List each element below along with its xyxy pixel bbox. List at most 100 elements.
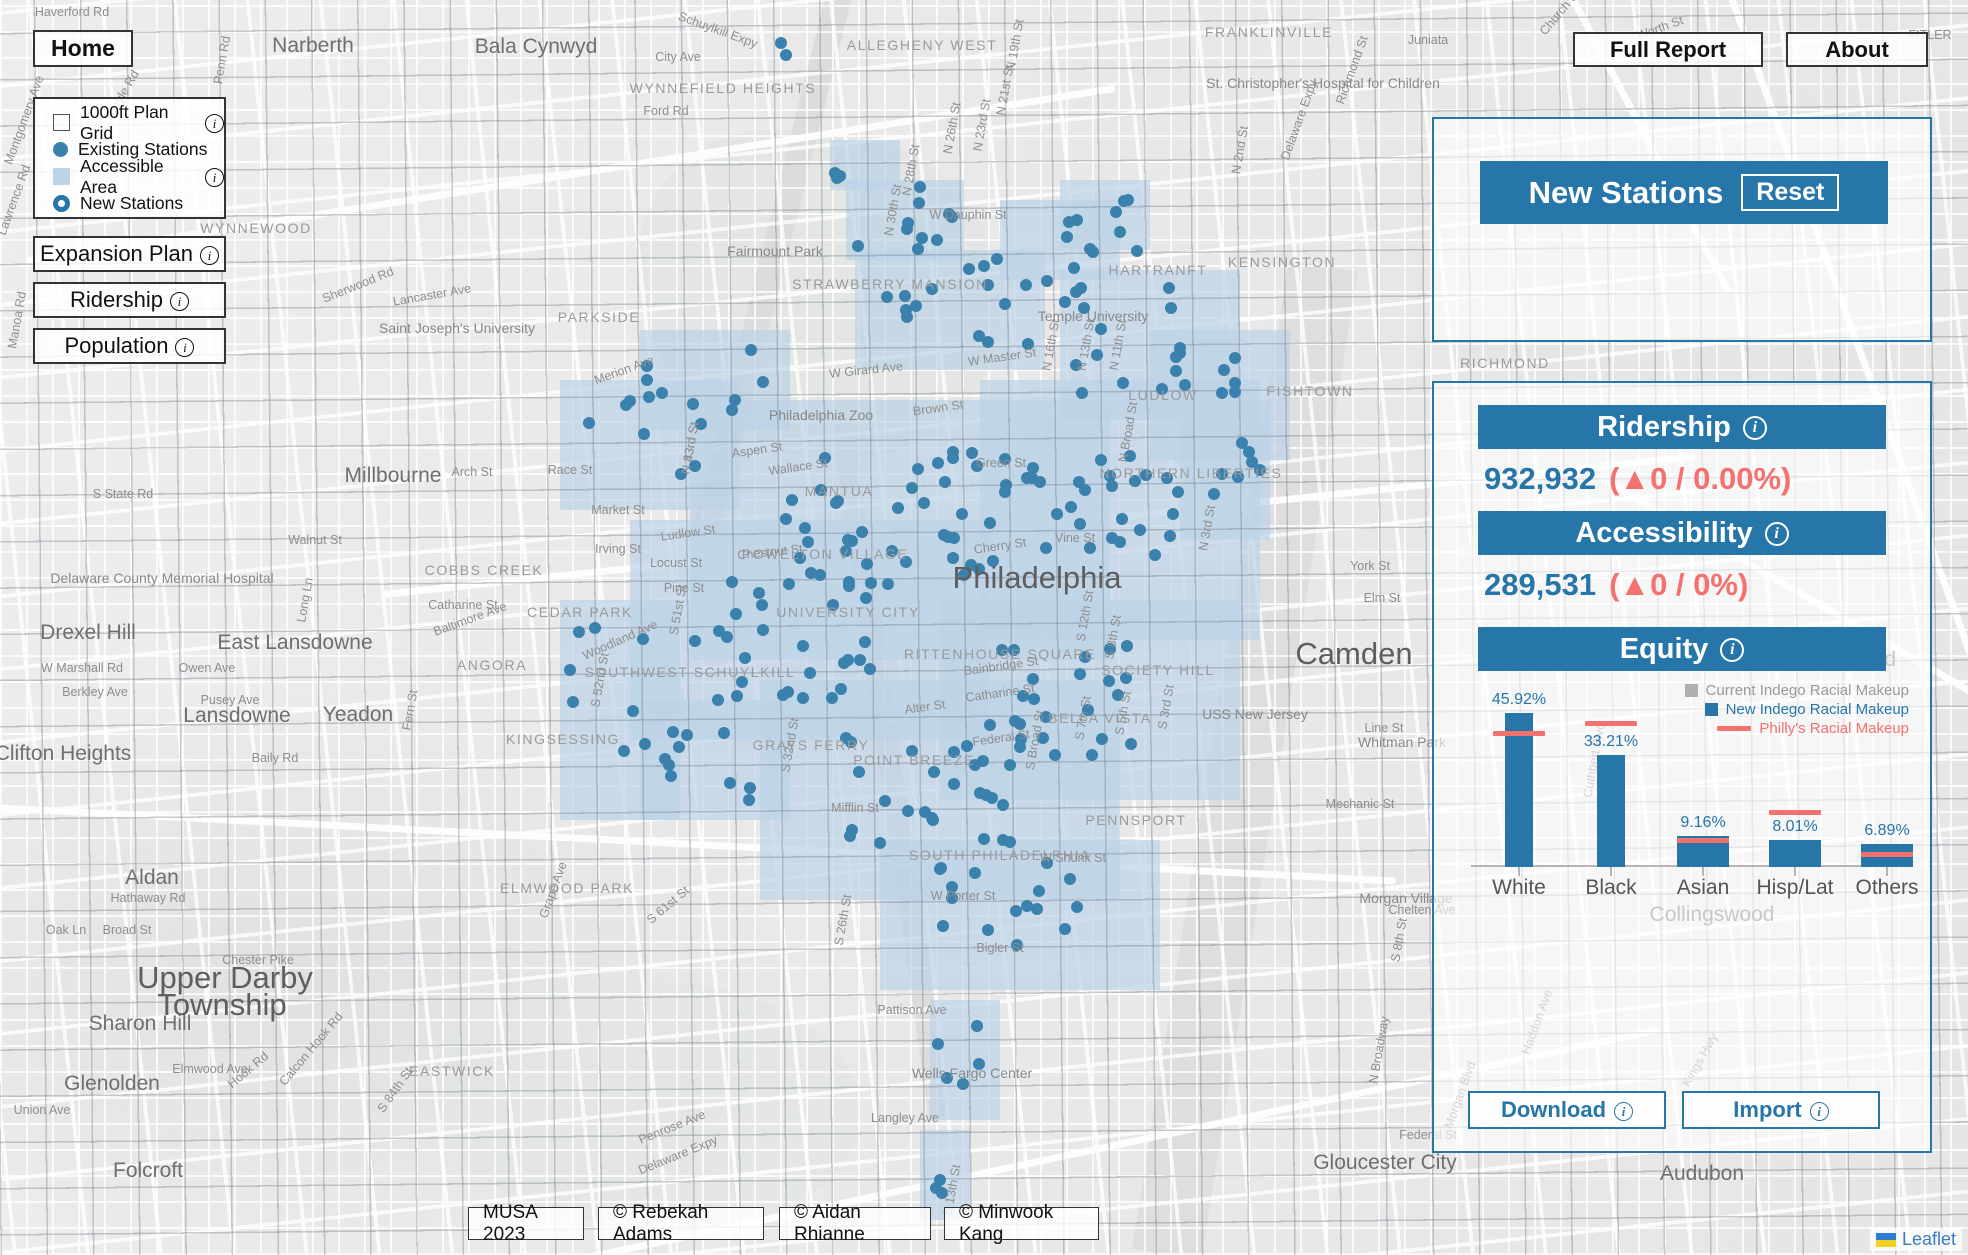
existing-station-dot[interactable]: [1229, 386, 1241, 398]
existing-station-dot[interactable]: [973, 563, 985, 575]
existing-station-dot[interactable]: [999, 298, 1011, 310]
existing-station-dot[interactable]: [1229, 352, 1241, 364]
existing-station-dot[interactable]: [567, 696, 579, 708]
existing-station-dot[interactable]: [1033, 885, 1045, 897]
import-button[interactable]: Import i: [1682, 1091, 1880, 1129]
existing-station-dot[interactable]: [982, 336, 994, 348]
existing-station-dot[interactable]: [1114, 226, 1126, 238]
existing-station-dot[interactable]: [1070, 359, 1082, 371]
existing-station-dot[interactable]: [902, 217, 914, 229]
download-button[interactable]: Download i: [1468, 1091, 1666, 1129]
existing-station-dot[interactable]: [846, 824, 858, 836]
info-icon[interactable]: i: [175, 337, 195, 357]
existing-station-dot[interactable]: [1017, 690, 1029, 702]
existing-station-dot[interactable]: [1011, 939, 1023, 951]
existing-station-dot[interactable]: [1120, 672, 1132, 684]
existing-station-dot[interactable]: [1022, 338, 1034, 350]
existing-station-dot[interactable]: [900, 556, 912, 568]
existing-station-dot[interactable]: [783, 578, 795, 590]
existing-station-dot[interactable]: [643, 391, 655, 403]
existing-station-dot[interactable]: [1104, 470, 1116, 482]
existing-station-dot[interactable]: [991, 253, 1003, 265]
info-icon[interactable]: i: [205, 168, 224, 187]
existing-station-dot[interactable]: [1014, 718, 1026, 730]
existing-station-dot[interactable]: [852, 240, 864, 252]
existing-station-dot[interactable]: [842, 534, 854, 546]
existing-station-dot[interactable]: [1091, 349, 1103, 361]
existing-station-dot[interactable]: [656, 387, 668, 399]
existing-station-dot[interactable]: [775, 37, 787, 49]
existing-station-dot[interactable]: [986, 792, 998, 804]
existing-station-dot[interactable]: [1070, 286, 1082, 298]
existing-station-dot[interactable]: [794, 552, 806, 564]
existing-station-dot[interactable]: [1161, 472, 1173, 484]
existing-station-dot[interactable]: [916, 232, 928, 244]
credit-musa[interactable]: MUSA 2023: [468, 1202, 584, 1245]
existing-station-dot[interactable]: [997, 799, 1009, 811]
existing-station-dot[interactable]: [1084, 542, 1096, 554]
existing-station-dot[interactable]: [1020, 279, 1032, 291]
existing-station-dot[interactable]: [1163, 282, 1175, 294]
existing-station-dot[interactable]: [712, 694, 724, 706]
existing-station-dot[interactable]: [1232, 471, 1244, 483]
existing-station-dot[interactable]: [1071, 901, 1083, 913]
existing-station-dot[interactable]: [947, 452, 959, 464]
existing-station-dot[interactable]: [838, 657, 850, 669]
existing-station-dot[interactable]: [665, 770, 677, 782]
existing-station-dot[interactable]: [1121, 640, 1133, 652]
existing-station-dot[interactable]: [744, 782, 756, 794]
chart-bar[interactable]: [1597, 755, 1625, 867]
existing-station-dot[interactable]: [934, 1174, 946, 1186]
existing-station-dot[interactable]: [832, 495, 844, 507]
existing-station-dot[interactable]: [780, 513, 792, 525]
existing-station-dot[interactable]: [969, 759, 981, 771]
existing-station-dot[interactable]: [946, 892, 958, 904]
existing-station-dot[interactable]: [1049, 749, 1061, 761]
existing-station-dot[interactable]: [805, 567, 817, 579]
existing-station-dot[interactable]: [620, 399, 632, 411]
existing-station-dot[interactable]: [861, 558, 873, 570]
existing-station-dot[interactable]: [860, 592, 872, 604]
existing-station-dot[interactable]: [999, 453, 1011, 465]
existing-station-dot[interactable]: [1059, 296, 1071, 308]
existing-station-dot[interactable]: [1041, 857, 1053, 869]
existing-station-dot[interactable]: [1082, 704, 1094, 716]
existing-station-dot[interactable]: [799, 522, 811, 534]
existing-station-dot[interactable]: [928, 766, 940, 778]
existing-station-dot[interactable]: [721, 631, 733, 643]
existing-station-dot[interactable]: [780, 49, 792, 61]
existing-station-dot[interactable]: [1073, 476, 1085, 488]
existing-station-dot[interactable]: [695, 418, 707, 430]
existing-station-dot[interactable]: [1079, 651, 1091, 663]
existing-station-dot[interactable]: [1031, 903, 1043, 915]
existing-station-dot[interactable]: [1124, 450, 1136, 462]
existing-station-dot[interactable]: [834, 170, 846, 182]
existing-station-dot[interactable]: [583, 417, 595, 429]
existing-station-dot[interactable]: [984, 719, 996, 731]
existing-station-dot[interactable]: [731, 690, 743, 702]
existing-station-dot[interactable]: [730, 608, 742, 620]
existing-station-dot[interactable]: [932, 1038, 944, 1050]
existing-station-dot[interactable]: [1131, 245, 1143, 257]
existing-station-dot[interactable]: [753, 587, 765, 599]
existing-station-dot[interactable]: [1027, 462, 1039, 474]
existing-station-dot[interactable]: [971, 460, 983, 472]
existing-station-dot[interactable]: [948, 778, 960, 790]
existing-station-dot[interactable]: [856, 526, 868, 538]
info-icon[interactable]: i: [1614, 1101, 1634, 1121]
existing-station-dot[interactable]: [627, 705, 639, 717]
existing-station-dot[interactable]: [663, 759, 675, 771]
existing-station-dot[interactable]: [641, 374, 653, 386]
existing-station-dot[interactable]: [1243, 446, 1255, 458]
existing-station-dot[interactable]: [1122, 194, 1134, 206]
existing-station-dot[interactable]: [969, 867, 981, 879]
existing-station-dot[interactable]: [1218, 364, 1230, 376]
existing-station-dot[interactable]: [938, 529, 950, 541]
chart-legend-item[interactable]: New Indego Racial Makeup: [1685, 700, 1909, 719]
existing-station-dot[interactable]: [797, 692, 809, 704]
existing-station-dot[interactable]: [1216, 387, 1228, 399]
existing-station-dot[interactable]: [736, 676, 748, 688]
credit-minwook-kang[interactable]: © Minwook Kang: [944, 1202, 1099, 1245]
leaflet-attribution[interactable]: Leaflet: [1869, 1228, 1962, 1251]
info-icon[interactable]: i: [205, 114, 224, 133]
